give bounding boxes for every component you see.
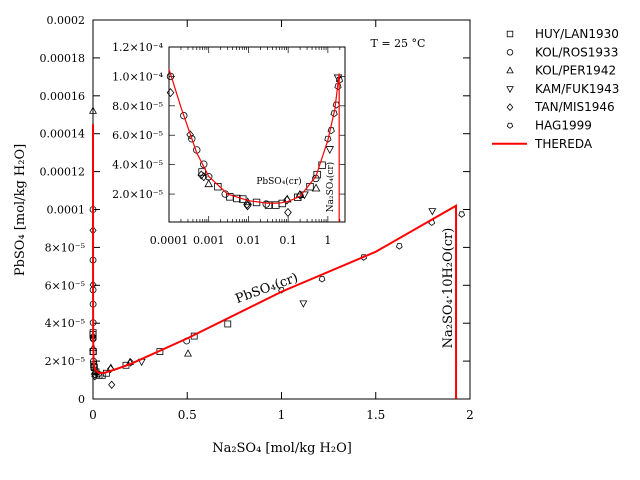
inset-point-huy-lan1930 (214, 183, 222, 191)
inset-point-tan-mis1946 (283, 195, 291, 205)
x-tick-label: 2 (466, 408, 474, 422)
inset-plot: 0.0001 0.001 0.01 0.1 1 2.0×10⁻⁵ 4.0×10⁻⁵ 6.0×1… (112, 41, 346, 247)
inset-y-tick-label: 2.0×10⁻⁵ (112, 188, 163, 201)
main-plot: 0 0.5 1 1.5 2 0 2×10⁻⁵ 4×10⁻⁵ 6×10⁻⁵ 8×10⁻⁵ 0.0001… (40, 14, 474, 422)
inset-point-kol-ros1933 (180, 111, 188, 120)
main-point-tan-mis1946 (108, 380, 116, 390)
legend-label-thereda: THEREDA (534, 137, 593, 151)
main-point-kam-fuk1943 (428, 208, 437, 216)
inset-plot-frame (168, 46, 346, 223)
legend-label-kam-fuk1943: KAM/FUK1943 (535, 82, 619, 96)
main-point-hag1999 (458, 211, 466, 218)
x-axis-label: Na₂SO₄ [mol/kg H₂O] (212, 441, 352, 456)
main-point-kam-fuk1943 (299, 300, 308, 308)
main-point-hag1999 (395, 243, 403, 250)
legend-marker-tan-mis1946 (506, 103, 514, 112)
main-point-kol-per1942 (184, 349, 192, 357)
inset-x-tick-label: 0.01 (236, 234, 261, 247)
na2so4-hydrate-field-label: Na₂SO₄·10H₂O(cr) (441, 228, 456, 349)
legend-marker-kol-per1942 (506, 66, 514, 74)
inset-point-tan-mis1946 (186, 130, 194, 140)
legend-label-tan-mis1946: TAN/MIS1946 (534, 100, 615, 114)
main-series-thereda-line (92, 124, 458, 399)
inset-point-huy-lan1930 (318, 161, 326, 169)
inset-point-tan-mis1946 (166, 88, 175, 98)
y-tick-label: 0 (78, 393, 85, 406)
inset-x-tick-label: 0.0001 (150, 234, 189, 247)
temperature-label: T = 25 °C (371, 37, 426, 50)
inset-point-kol-per1942 (311, 183, 321, 192)
legend-label-huy-lan1930: HUY/LAN1930 (535, 27, 619, 41)
inset-point-tan-mis1946 (243, 201, 252, 211)
main-point-tan-mis1946 (107, 364, 115, 374)
y-tick-label: 0.00012 (40, 166, 86, 179)
y-tick-label: 2×10⁻⁵ (45, 355, 85, 368)
legend-label-kol-ros1933: KOL/ROS1933 (535, 45, 618, 59)
inset-y-tick-label: 6.0×10⁻⁵ (112, 129, 163, 142)
inset-pbso4-field-label: PbSO₄(cr) (256, 176, 301, 187)
inset-point-tan-mis1946 (199, 172, 208, 182)
y-tick-label: 0.00018 (40, 52, 86, 65)
legend-marker-kol-ros1933 (506, 49, 514, 56)
legend-label-hag1999: HAG1999 (535, 119, 592, 133)
inset-point-huy-lan1930 (239, 195, 247, 203)
x-tick-label: 1 (278, 408, 286, 422)
x-tick-label: 1.5 (366, 408, 385, 422)
inset-point-kam-fuk1943 (333, 74, 343, 83)
inset-x-tick-label: 1 (324, 234, 331, 247)
legend-marker-huy-lan1930 (506, 30, 514, 38)
inset-point-kam-fuk1943 (325, 146, 335, 154)
inset-y-tick-label: 1.0×10⁻⁴ (112, 70, 164, 83)
y-axis-label: PbSO₄ [mol/kg H₂O] (13, 144, 28, 276)
y-tick-label: 4×10⁻⁵ (45, 317, 85, 330)
inset-y-tick-label: 4.0×10⁻⁵ (112, 159, 163, 172)
inset-point-kol-ros1933 (188, 135, 196, 143)
inset-point-tan-mis1946 (284, 207, 292, 218)
y-tick-label: 0.00016 (40, 90, 86, 103)
x-tick-label: 0.5 (178, 408, 197, 422)
y-tick-label: 0.0001 (47, 204, 86, 217)
inset-point-hag1999 (324, 135, 332, 143)
main-point-tan-mis1946 (127, 358, 135, 367)
inset-point-kol-ros1933 (262, 200, 270, 208)
main-point-huy-lan1930 (224, 320, 232, 328)
main-point-tan-mis1946 (91, 372, 99, 381)
inset-point-tan-mis1946 (243, 199, 251, 209)
inset-y-tick-label: 1.2×10⁻⁴ (112, 41, 164, 54)
main-point-tan-mis1946 (91, 370, 99, 379)
y-tick-label: 6×10⁻⁵ (45, 279, 85, 292)
x-tick-label: 0 (89, 408, 97, 422)
legend-marker-kam-fuk1943 (506, 86, 514, 94)
y-tick-label: 0.0002 (47, 14, 86, 27)
legend: HUY/LAN1930 KOL/ROS1933 KOL/PER1942 KAM/FUK… (492, 27, 619, 151)
y-tick-label: 0.00014 (40, 128, 86, 141)
inset-x-tick-label: 0.001 (193, 234, 225, 247)
inset-point-kol-per1942 (204, 179, 214, 188)
main-point-kol-per1942 (89, 106, 97, 114)
legend-label-kol-per1942: KOL/PER1942 (535, 64, 616, 78)
legend-marker-hag1999 (506, 122, 514, 129)
inset-y-tick-label: 8.0×10⁻⁵ (112, 100, 163, 113)
main-point-hag1999 (318, 276, 326, 283)
inset-series-thereda-line (168, 68, 340, 222)
y-tick-label: 8×10⁻⁵ (45, 241, 85, 254)
inset-x-tick-label: 0.1 (279, 234, 297, 247)
inset-na2so4-field-label: Na₂SO₄(cr) (325, 162, 336, 212)
inset-point-kam-fuk1943 (300, 191, 309, 200)
